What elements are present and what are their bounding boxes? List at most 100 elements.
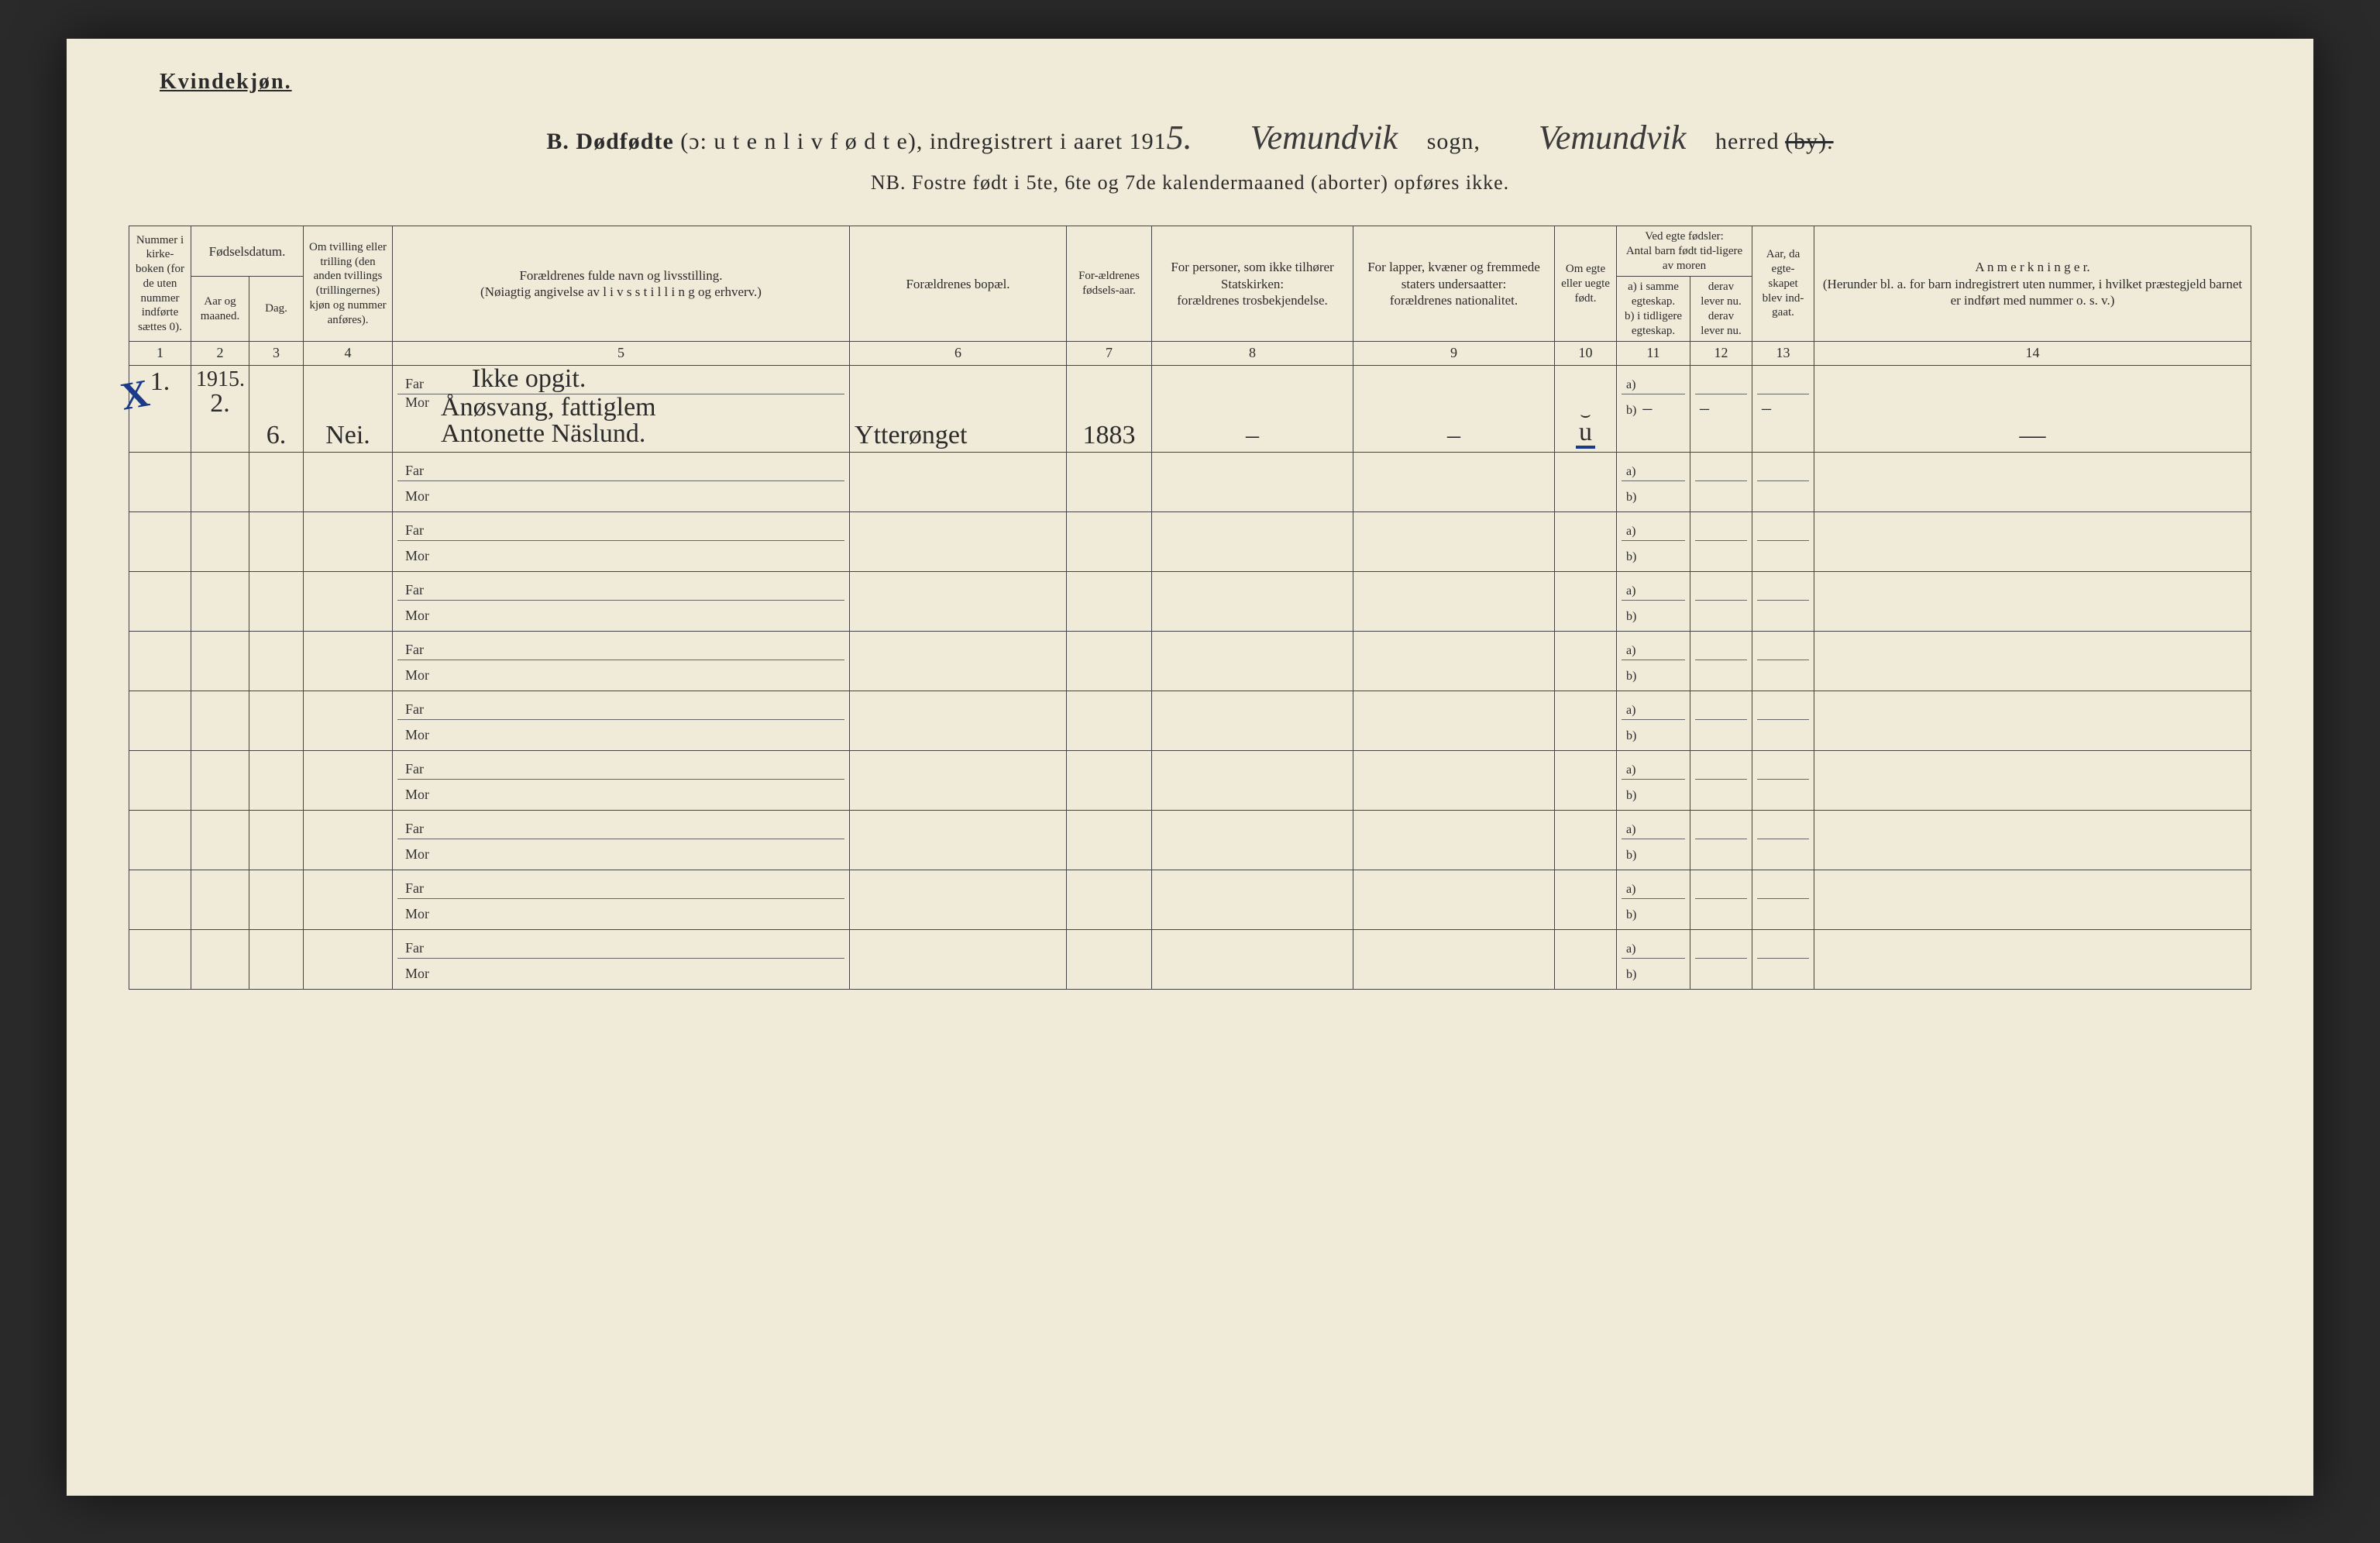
cell-parents: FarMor [393,930,850,990]
far-label: Far [405,821,441,837]
cell-8 [1152,453,1353,512]
cell-13 [1752,512,1814,572]
colnum: 4 [304,342,393,366]
cell-year-month [191,751,249,811]
cell-fodselsaar [1067,691,1152,751]
a-label: a) [1626,763,1635,777]
cell-year-month [191,811,249,870]
entry-c9: – [1447,421,1460,449]
cell-8 [1152,691,1353,751]
a-label: a) [1626,378,1635,392]
cell-8 [1152,930,1353,990]
cell-12 [1690,691,1752,751]
cell-bopael: Ytterønget [850,366,1067,453]
mor-label: Mor [405,727,441,743]
mor-label: Mor [405,667,441,684]
mor-label: Mor [405,846,441,863]
cell-13 [1752,632,1814,691]
cell-10 [1555,572,1617,632]
cell-num [129,512,191,572]
b-label: b) [1626,789,1636,803]
entry-c14: — [2020,421,2046,449]
cell-14 [1814,691,2251,751]
mor-label: Mor [405,488,441,505]
colnum: 5 [393,342,850,366]
cell-13 [1752,453,1814,512]
table-row: Far Mor a)b) [129,691,2251,751]
a-label: a) [1626,525,1635,539]
cell-14 [1814,751,2251,811]
table-header: Nummer i kirke-boken (for de uten nummer… [129,226,2251,366]
col-7-header: For-ældrenes fødsels-aar. [1067,226,1152,342]
a-label: a) [1626,883,1635,897]
cell-12 [1690,811,1752,870]
col-8-header: For personer, som ikke tilhører Statskir… [1152,226,1353,342]
cell-twin: Nei. [304,366,393,453]
cell-13: – [1752,366,1814,453]
cell-11: a)b) [1617,930,1690,990]
a-label: a) [1626,644,1635,658]
far-label: Far [405,761,441,777]
cell-13 [1752,751,1814,811]
cell-day: 6. [249,366,304,453]
cell-11: a)b) [1617,691,1690,751]
cell-9 [1353,572,1555,632]
cell-year-month [191,632,249,691]
cell-bopael [850,572,1067,632]
cell-9 [1353,632,1555,691]
colnum: 3 [249,342,304,366]
cell-num [129,572,191,632]
corner-title: Kvindekjøn. [160,70,2251,95]
b-label: b) [1626,404,1636,418]
colnum: 1 [129,342,191,366]
cell-8 [1152,572,1353,632]
col-2-3-group-header: Fødselsdatum. [191,226,304,277]
colnum: 12 [1690,342,1752,366]
cell-day [249,691,304,751]
cell-11: a)b) [1617,572,1690,632]
far-label: Far [405,463,441,479]
cell-num [129,632,191,691]
entry-bopael: Ytterønget [855,421,967,449]
table-row: FarMora)b) [129,572,2251,632]
cell-11: a)b) [1617,453,1690,512]
entry-c13b: – [1762,399,1771,418]
cell-day [249,811,304,870]
table-row: FarMora)b) [129,751,2251,811]
by-struck: (by). [1785,129,1833,154]
cell-fodselsaar [1067,572,1152,632]
cell-bopael [850,751,1067,811]
table-row: FarMor a)b) [129,930,2251,990]
entry-fodselsaar: 1883 [1083,421,1136,449]
cell-9 [1353,691,1555,751]
cell-10 [1555,870,1617,930]
cell-9 [1353,930,1555,990]
cell-10 [1555,930,1617,990]
cell-bopael [850,870,1067,930]
entry-mor-2: Antonette Näslund. [441,419,645,448]
b-label: b) [1626,908,1636,922]
cell-9 [1353,811,1555,870]
cell-12 [1690,632,1752,691]
cell-10 [1555,632,1617,691]
cell-day [249,453,304,512]
b-label: b) [1626,670,1636,684]
document-page: Kvindekjøn. B. Dødfødte (ɔ: u t e n l i … [67,39,2313,1496]
col-9-header: For lapper, kvæner og fremmede staters u… [1353,226,1555,342]
cell-11: a) b) – [1617,366,1690,453]
col-13-header: Aar, da egte-skapet blev ind-gaat. [1752,226,1814,342]
cell-day [249,512,304,572]
header-bold: B. Dødfødte [546,129,673,154]
cell-12 [1690,453,1752,512]
table-row: FarMora)b) [129,870,2251,930]
colnum: 11 [1617,342,1690,366]
cell-14: — [1814,366,2251,453]
far-label: Far [405,701,441,718]
cell-twin [304,691,393,751]
far-label: Far [405,642,441,658]
cell-fodselsaar [1067,632,1152,691]
cell-day [249,572,304,632]
cell-bopael [850,930,1067,990]
cell-10 [1555,691,1617,751]
cell-twin [304,870,393,930]
